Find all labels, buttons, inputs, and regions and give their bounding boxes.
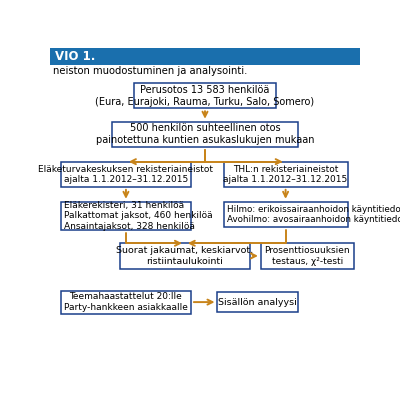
FancyBboxPatch shape — [61, 290, 191, 314]
Bar — [50, 48, 360, 65]
Text: Eläkerekisteri, 31 henkilöä
Palkattomat jaksot, 460 henkilöä
Ansaintajaksot, 328: Eläkerekisteri, 31 henkilöä Palkattomat … — [64, 201, 212, 231]
Text: Hilmo: erikoissairaanhoidon käyntitiedot
Avohilmo: avosairaanhoidon käyntitiedot: Hilmo: erikoissairaanhoidon käyntitiedot… — [227, 205, 400, 224]
FancyBboxPatch shape — [61, 162, 191, 187]
Text: 500 henkilön suhteellinen otos
painotettuna kuntien asukaslukujen mukaan: 500 henkilön suhteellinen otos painotett… — [96, 124, 314, 145]
Text: Sisällön analyysi: Sisällön analyysi — [218, 298, 297, 306]
Text: Suorat jakaumat, keskiarvot,
ristiintaulukointi: Suorat jakaumat, keskiarvot, ristiintaul… — [116, 246, 254, 266]
FancyBboxPatch shape — [218, 292, 298, 312]
FancyBboxPatch shape — [134, 83, 276, 108]
FancyBboxPatch shape — [261, 243, 354, 268]
FancyBboxPatch shape — [112, 122, 298, 147]
FancyBboxPatch shape — [120, 243, 250, 268]
Text: Perusotos 13 583 henkilöä
(Eura, Eurajoki, Rauma, Turku, Salo, Somero): Perusotos 13 583 henkilöä (Eura, Eurajok… — [96, 85, 314, 106]
Text: THL:n rekisteriaineistot
ajalta 1.1.2012–31.12.2015: THL:n rekisteriaineistot ajalta 1.1.2012… — [224, 164, 348, 184]
Text: VIO 1.: VIO 1. — [55, 50, 95, 63]
FancyBboxPatch shape — [224, 202, 348, 227]
Text: Eläketurvakeskuksen rekisteriaineistot
ajalta 1.1.2012–31.12.2015: Eläketurvakeskuksen rekisteriaineistot a… — [38, 164, 214, 184]
FancyBboxPatch shape — [224, 162, 348, 187]
Text: neiston muodostuminen ja analysointi.: neiston muodostuminen ja analysointi. — [53, 66, 248, 76]
Text: Prosenttiosuuksien
testaus, χ²-testi: Prosenttiosuuksien testaus, χ²-testi — [264, 246, 350, 266]
FancyBboxPatch shape — [61, 202, 191, 230]
Text: Teemahaastattelut 20:lle
Party-hankkeen asiakkaalle: Teemahaastattelut 20:lle Party-hankkeen … — [64, 292, 188, 312]
